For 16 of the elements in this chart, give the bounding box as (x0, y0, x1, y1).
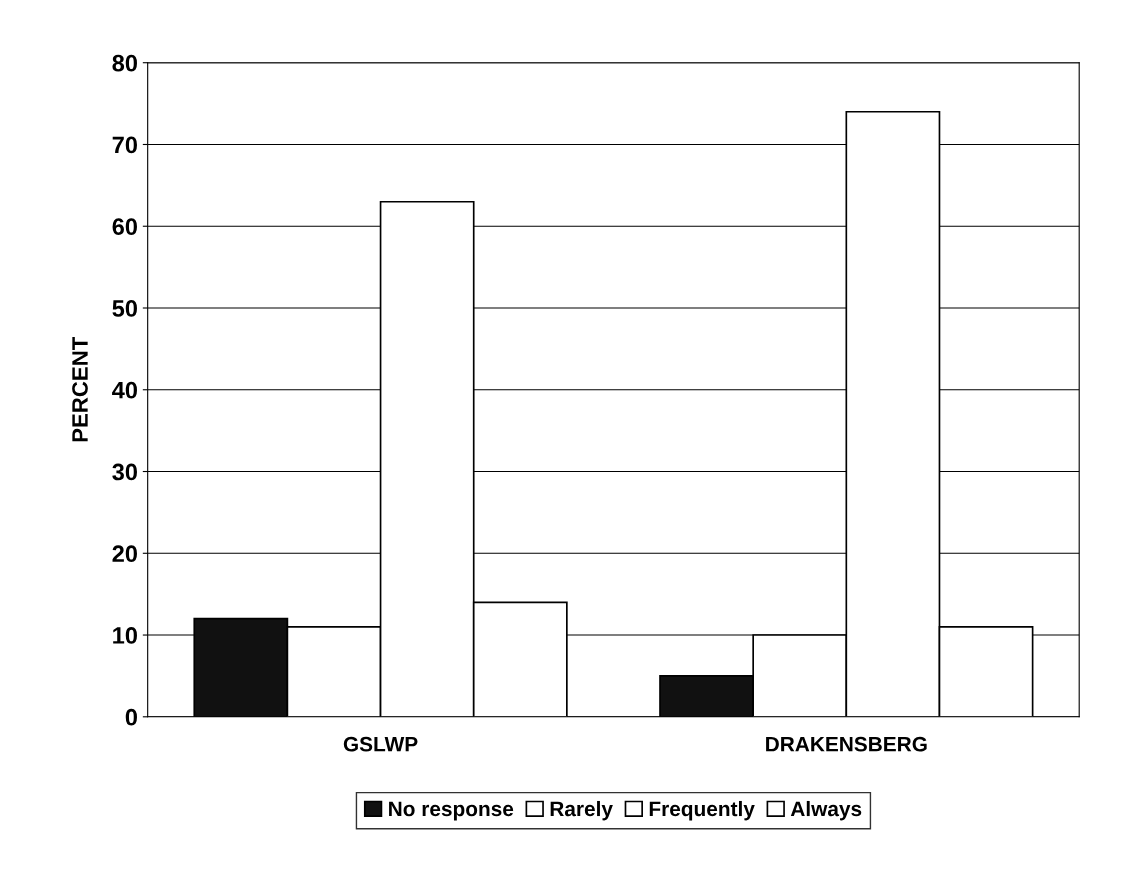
x-tick-label: GSLWP (343, 736, 418, 752)
legend-label: No response (389, 801, 514, 821)
y-tick-label: 10 (113, 627, 137, 644)
y-tick-label: 40 (112, 381, 137, 399)
x-tick-label: DRAKENSBERG (766, 736, 927, 752)
legend-label: Always (790, 800, 862, 821)
legend-label: Frequently (649, 800, 755, 821)
y-tick-label: 50 (112, 300, 137, 317)
y-tick-label: 30 (112, 463, 137, 481)
y-tick-label: 0 (125, 708, 137, 726)
legend-label: Rarely (550, 800, 613, 821)
y-tick-label: 20 (112, 545, 137, 563)
y-axis-title: PERCENT (72, 336, 88, 442)
y-tick-label: 80 (112, 54, 137, 72)
y-tick-label: 60 (112, 218, 137, 236)
y-tick-label: 70 (112, 136, 137, 154)
